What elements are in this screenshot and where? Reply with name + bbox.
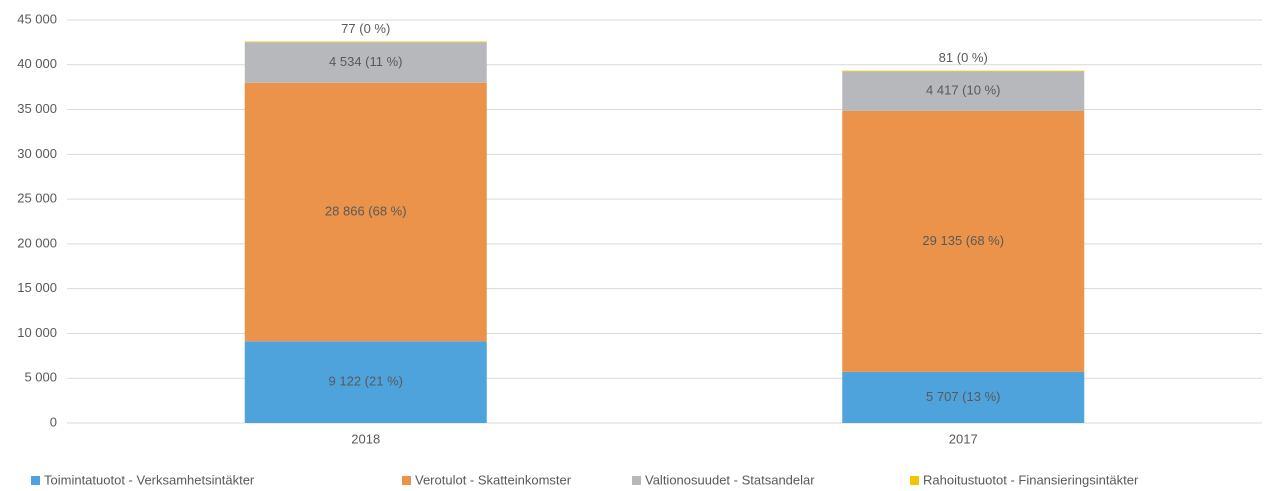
legend-swatch (31, 476, 40, 485)
legend-label: Valtionosuudet - Statsandelar (645, 472, 815, 487)
y-tick-label: 30 000 (17, 146, 57, 161)
y-tick-label: 15 000 (17, 280, 57, 295)
data-label: 28 866 (68 %) (325, 203, 407, 218)
bar-segment (244, 42, 487, 83)
bar-segment (244, 82, 487, 342)
y-tick-label: 45 000 (17, 11, 57, 26)
bar-segment (244, 41, 487, 43)
bar-segment (842, 71, 1085, 111)
legend-label: Verotulot - Skatteinkomster (415, 472, 572, 487)
data-label: 81 (0 %) (939, 50, 988, 65)
y-tick-label: 20 000 (17, 235, 57, 250)
bar-segment (842, 70, 1085, 72)
legend-label: Rahoitustuotot - Finansieringsintäkter (923, 472, 1139, 487)
data-label: 77 (0 %) (341, 21, 390, 36)
x-tick-label: 2018 (351, 431, 380, 446)
y-tick-label: 25 000 (17, 191, 57, 206)
data-label: 4 534 (11 %) (329, 54, 402, 69)
x-tick-label: 2017 (949, 431, 978, 446)
bar-segment (842, 110, 1085, 372)
y-tick-label: 10 000 (17, 325, 57, 340)
data-label: 9 122 (21 %) (329, 374, 403, 389)
bar-segment (842, 371, 1085, 423)
legend-swatch (910, 476, 919, 485)
data-label: 29 135 (68 %) (922, 233, 1004, 248)
y-tick-label: 40 000 (17, 56, 57, 71)
legend-swatch (632, 476, 641, 485)
y-tick-label: 35 000 (17, 101, 57, 116)
data-label: 4 417 (10 %) (926, 83, 1000, 98)
y-tick-label: 0 (50, 414, 57, 429)
legend-swatch (402, 476, 411, 485)
data-label: 5 707 (13 %) (926, 389, 1000, 404)
bar-segment (244, 341, 487, 423)
y-tick-label: 5 000 (24, 370, 57, 385)
legend-label: Toimintatuotot - Verksamhetsintäkter (44, 472, 255, 487)
